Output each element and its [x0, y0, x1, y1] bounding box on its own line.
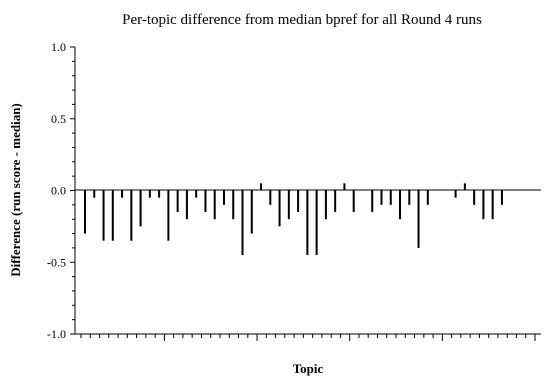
bar-topic-33 — [380, 190, 383, 205]
bar-topic-37 — [417, 190, 420, 248]
bar-topic-42 — [463, 183, 466, 191]
bar-topic-10 — [167, 190, 170, 241]
bar-topic-43 — [473, 190, 476, 205]
bar-topic-29 — [343, 183, 346, 191]
y-tick-label: 0.5 — [51, 112, 66, 126]
bar-topic-12 — [185, 190, 188, 220]
bar-topic-36 — [408, 190, 411, 205]
bar-topic-46 — [500, 190, 503, 205]
bars-group — [84, 183, 503, 256]
y-axis-ticks: -1.0 -0.5 0.0 0.5 1.0 — [47, 40, 75, 341]
bar-topic-28 — [334, 190, 337, 213]
bar-topic-23 — [287, 190, 290, 220]
x-axis-label: Topic — [293, 361, 324, 376]
y-tick-label: -0.5 — [47, 255, 66, 269]
y-tick-label: 0.0 — [51, 184, 66, 198]
bar-topic-1 — [84, 190, 86, 234]
bar-topic-18 — [241, 190, 244, 256]
y-tick-label: -1.0 — [47, 327, 66, 341]
bar-topic-24 — [297, 190, 300, 213]
bar-topic-11 — [176, 190, 179, 213]
bar-topic-32 — [371, 190, 374, 213]
chart-title: Per-topic difference from median bpref f… — [122, 12, 482, 28]
bar-topic-14 — [204, 190, 207, 213]
y-axis-label: Difference (run score - median) — [8, 103, 23, 277]
bar-topic-16 — [222, 190, 225, 205]
bar-topic-15 — [213, 190, 216, 220]
bar-topic-22 — [278, 190, 281, 227]
bar-topic-45 — [491, 190, 494, 220]
bar-topic-38 — [426, 190, 429, 205]
bar-topic-27 — [324, 190, 327, 220]
bar-topic-4 — [111, 190, 114, 241]
bar-topic-19 — [250, 190, 253, 234]
x-axis-ticks — [80, 334, 536, 341]
bar-topic-3 — [102, 190, 105, 241]
bar-topic-9 — [158, 190, 161, 198]
bar-topic-21 — [269, 190, 272, 205]
bar-topic-8 — [148, 190, 151, 198]
bar-topic-2 — [93, 190, 96, 198]
bar-topic-26 — [315, 190, 318, 256]
bar-topic-20 — [260, 183, 263, 191]
bar-topic-41 — [454, 190, 457, 198]
y-tick-label: 1.0 — [51, 40, 66, 54]
bar-topic-35 — [399, 190, 402, 220]
bar-topic-30 — [352, 190, 355, 213]
bar-topic-7 — [139, 190, 142, 227]
bar-topic-44 — [482, 190, 485, 220]
bar-topic-13 — [195, 190, 198, 198]
bar-topic-17 — [232, 190, 235, 220]
bar-topic-5 — [121, 190, 124, 198]
bar-topic-6 — [130, 190, 133, 241]
bar-topic-34 — [389, 190, 392, 205]
bar-topic-25 — [306, 190, 309, 256]
